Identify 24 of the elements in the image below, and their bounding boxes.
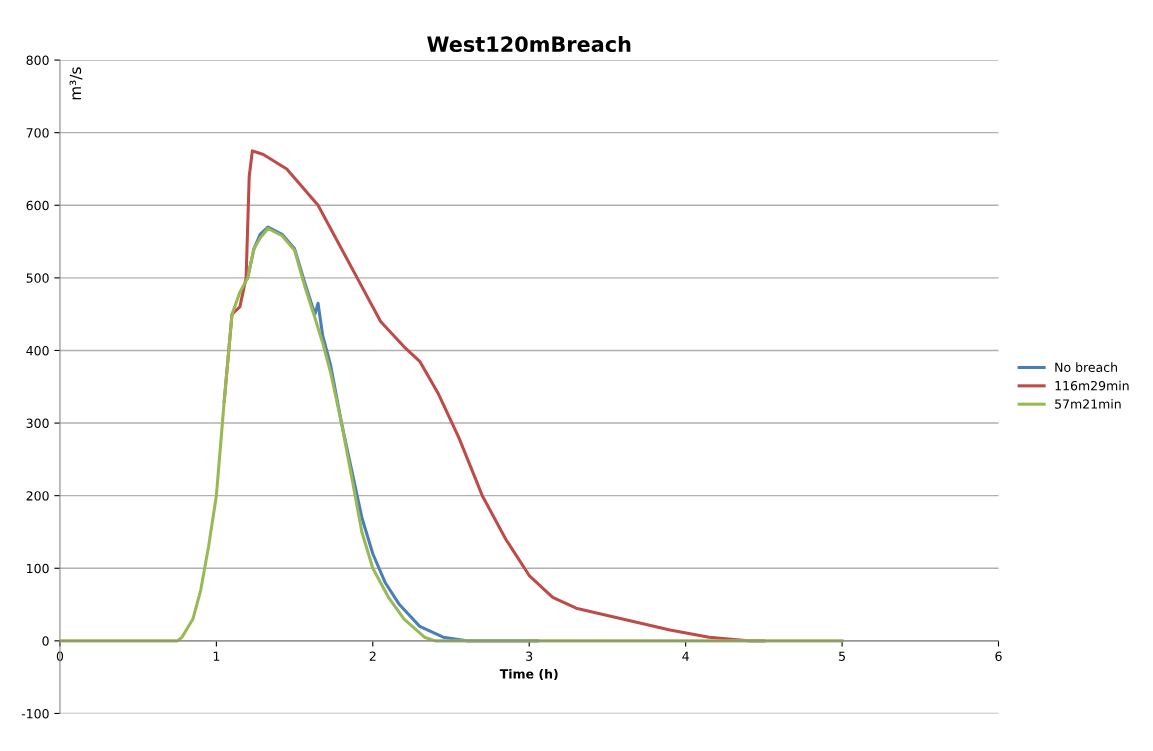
x-tick-label: 5 <box>839 651 845 661</box>
x-tick-label: 1 <box>213 651 220 661</box>
y-tick-label: 100 <box>27 563 49 574</box>
x-tick-label: 6 <box>995 651 1002 661</box>
y-tick-label: 200 <box>26 491 49 501</box>
legend-label: 116m29min <box>1055 380 1129 391</box>
y-tick-label: 0 <box>42 636 49 646</box>
x-tick-label: 0 <box>56 651 64 661</box>
chart-title: West120mBreach <box>427 35 631 53</box>
y-tick-label: 400 <box>26 345 49 356</box>
y-axis-title: m³/s <box>69 67 83 100</box>
legend-label: 57m21min <box>1055 399 1121 409</box>
y-tick-label: -100 <box>21 708 49 719</box>
x-tick-label: 2 <box>369 651 376 661</box>
legend-label: No breach <box>1055 362 1117 373</box>
y-tick-label: 300 <box>26 418 49 428</box>
line-series <box>59 226 844 643</box>
y-tick-label: 500 <box>26 273 49 283</box>
y-tick-label: 600 <box>26 200 49 211</box>
y-tick-label: 700 <box>26 128 49 138</box>
x-axis-title: Time (h) <box>499 668 558 681</box>
y-tick-label: 800 <box>26 55 49 66</box>
x-tick-label: 3 <box>526 651 533 661</box>
x-tick-label: 4 <box>682 651 689 661</box>
